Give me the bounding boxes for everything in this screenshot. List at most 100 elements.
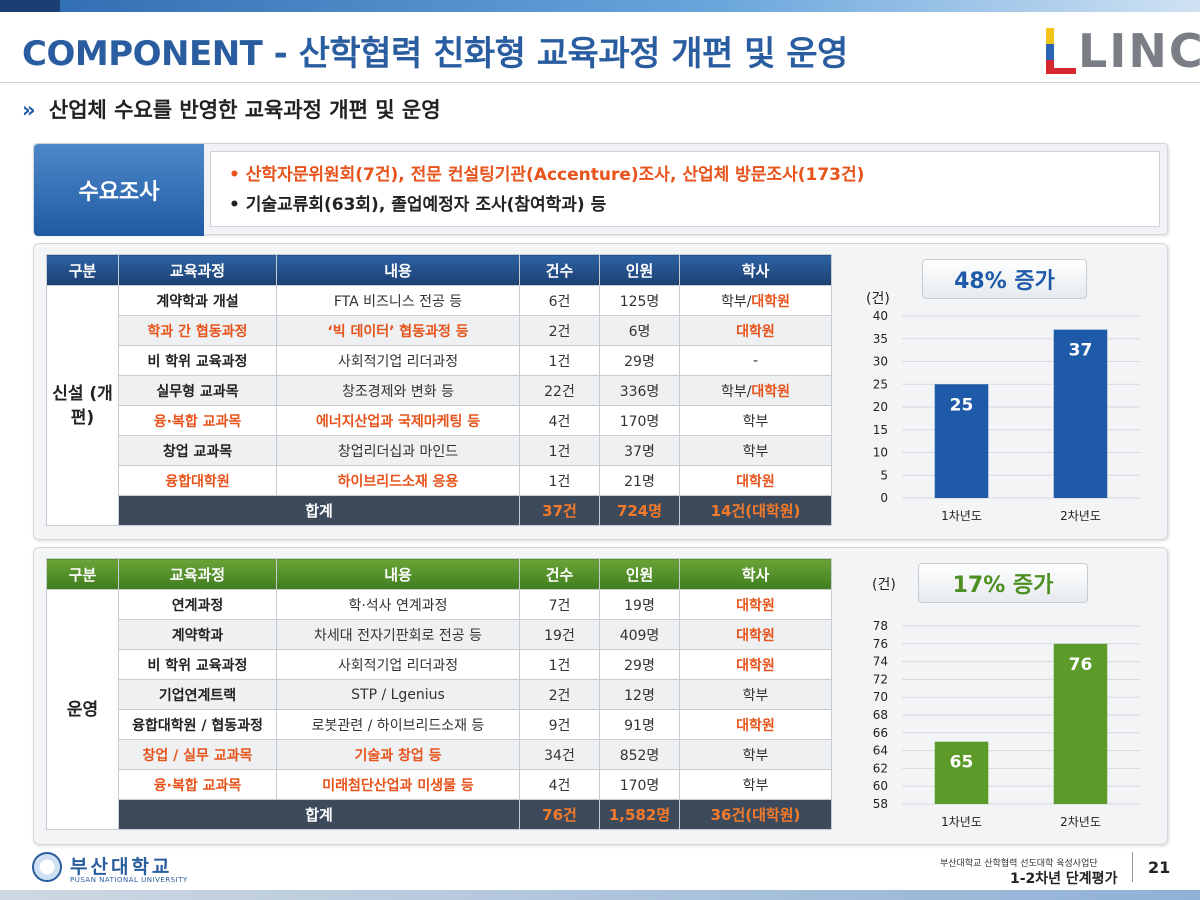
content-cell: 에너지산업과 국제마케팅 등 — [276, 405, 520, 436]
y-tick-label: 60 — [873, 779, 888, 793]
col-header: 내용 — [276, 254, 520, 286]
table-row: 융·복합 교과목 에너지산업과 국제마케팅 등 4건 170명 학부 — [47, 405, 832, 436]
university-name-en: PUSAN NATIONAL UNIVERSITY — [70, 876, 188, 884]
bar — [1053, 643, 1108, 804]
table-row: 비 학위 교육과정 사회적기업 리더과정 1건 29명 - — [47, 345, 832, 376]
course-cell: 실무형 교과목 — [118, 375, 277, 406]
content-cell: 창업리더십과 마인드 — [276, 435, 520, 466]
x-tick-label: 2차년도 — [1060, 509, 1101, 523]
col-header: 건수 — [519, 558, 600, 590]
y-tick-label: 58 — [873, 797, 888, 811]
category-cell: 운영 — [46, 589, 119, 830]
top-accent-bar — [0, 0, 60, 12]
people-cell: 336명 — [599, 375, 680, 406]
y-tick-label: 10 — [873, 446, 888, 460]
new-courses-table: 구분 교육과정 내용 건수 인원 학사 신설 (개편) 계약학과 개설 FTA 비즈… — [46, 254, 832, 526]
operated-courses-panel: 구분 교육과정 내용 건수 인원 학사 운영 연계과정 학·석사 연계과정 7건 19명… — [33, 547, 1168, 845]
course-cell: 창업 교과목 — [118, 435, 277, 466]
count-cell: 19건 — [519, 619, 600, 650]
linc-logo: LINC — [1040, 24, 1200, 78]
degree-undergrad: 학부 — [742, 413, 769, 430]
count-cell: 34건 — [519, 739, 600, 770]
degree-cell: - — [679, 345, 832, 376]
people-cell: 21명 — [599, 465, 680, 496]
count-cell: 4건 — [519, 769, 600, 800]
degree-undergrad: 학부 — [742, 747, 769, 764]
people-cell: 19명 — [599, 589, 680, 620]
table-row: 실무형 교과목 창조경제와 변화 등 22건 336명 학부/대학원 — [47, 375, 832, 406]
col-header: 교육과정 — [118, 558, 277, 590]
people-cell: 852명 — [599, 739, 680, 770]
count-cell: 1건 — [519, 649, 600, 680]
y-tick-label: 66 — [873, 726, 888, 740]
x-tick-label: 1차년도 — [941, 815, 982, 829]
degree-graduate: 대학원 — [736, 473, 775, 490]
subheading-text: 산업체 수요를 반영한 교육과정 개편 및 운영 — [48, 98, 441, 122]
increase-badge: 17% 증가 — [918, 563, 1088, 603]
people-cell: 409명 — [599, 619, 680, 650]
col-header: 구분 — [46, 254, 119, 286]
degree-separator: / — [746, 383, 752, 400]
count-cell: 7건 — [519, 589, 600, 620]
content-cell: 사회적기업 리더과정 — [276, 345, 520, 376]
logo-blue-bar — [1046, 44, 1054, 60]
col-header: 교육과정 — [118, 254, 277, 286]
table-row: 신설 (개편) 계약학과 개설 FTA 비즈니스 전공 등 6건 125명 학부/대학원 — [46, 285, 832, 526]
bar-chart-new: 0 5 10 15 20 25 30 35 40 25 1차년도 37 2차년도 — [873, 309, 1140, 523]
y-tick-label: 5 — [880, 468, 888, 482]
y-tick-label: 78 — [873, 619, 888, 633]
total-row: 합계 37건 724명 14건(대학원) — [47, 495, 832, 526]
degree-cell: 대학원 — [679, 619, 832, 650]
degree-graduate: 대학원 — [736, 627, 775, 644]
degree-graduate: 대학원 — [736, 597, 775, 614]
people-cell: 91명 — [599, 709, 680, 740]
people-cell: 29명 — [599, 345, 680, 376]
footer-org: 부산대학교 산학협력 선도대학 육성사업단 — [940, 859, 1098, 869]
people-cell: 6명 — [599, 315, 680, 346]
degree-undergrad: 학부 — [742, 777, 769, 794]
course-cell: 연계과정 — [118, 589, 277, 620]
bar — [934, 741, 989, 804]
table-row: 운영 연계과정 학·석사 연계과정 7건 19명 대학원 — [46, 589, 832, 830]
degree-cell: 대학원 — [679, 315, 832, 346]
y-tick-label: 74 — [873, 655, 888, 669]
col-header: 내용 — [276, 558, 520, 590]
content-cell: ‘빅 데이터’ 협동과정 등 — [276, 315, 520, 346]
degree-undergrad: 학부 — [742, 687, 769, 704]
content-cell: 미래첨단산업과 미생물 등 — [276, 769, 520, 800]
demand-survey-box: 수요조사 • 산학자문위원회(7건), 전문 컨설팅기관(Accenture)조… — [33, 143, 1168, 236]
degree-cell: 대학원 — [679, 589, 832, 620]
survey-content: • 산학자문위원회(7건), 전문 컨설팅기관(Accenture)조사, 산업… — [210, 151, 1160, 227]
table-row: 비 학위 교육과정 사회적기업 리더과정 1건 29명 대학원 — [47, 649, 832, 680]
footer-separator — [1132, 852, 1133, 882]
course-cell: 융·복합 교과목 — [118, 405, 277, 436]
content-cell: 로봇관련 / 하이브리드소재 등 — [276, 709, 520, 740]
course-cell: 비 학위 교육과정 — [118, 649, 277, 680]
col-header: 학사 — [679, 254, 832, 286]
degree-graduate: 대학원 — [736, 657, 775, 674]
col-header: 인원 — [599, 254, 680, 286]
course-cell: 창업 / 실무 교과목 — [118, 739, 277, 770]
total-count: 37건 — [519, 495, 600, 526]
university-name: 부산대학교 — [70, 856, 173, 878]
table-row: 융·복합 교과목 미래첨단산업과 미생물 등 4건 170명 학부 — [47, 769, 832, 800]
bar-value-label: 37 — [1069, 341, 1093, 361]
bar — [1053, 329, 1108, 498]
degree-graduate: 대학원 — [751, 293, 791, 310]
chart-unit-label: (건) — [866, 291, 890, 307]
university-seal-logo — [32, 852, 62, 882]
table-row: 창업 교과목 창업리더십과 마인드 1건 37명 학부 — [47, 435, 832, 466]
col-header: 구분 — [46, 558, 119, 590]
people-cell: 170명 — [599, 769, 680, 800]
degree-graduate: 대학원 — [751, 383, 791, 400]
degree-undergrad: - — [752, 352, 759, 369]
table-row: 융합대학원 / 협동과정 로봇관련 / 하이브리드소재 등 9건 91명 대학원 — [47, 709, 832, 740]
course-cell: 비 학위 교육과정 — [118, 345, 277, 376]
people-cell: 29명 — [599, 649, 680, 680]
increase-badge: 48% 증가 — [922, 259, 1087, 299]
y-tick-label: 64 — [873, 744, 888, 758]
count-cell: 9건 — [519, 709, 600, 740]
people-cell: 125명 — [599, 285, 680, 316]
y-tick-label: 15 — [873, 423, 888, 437]
y-tick-label: 72 — [873, 672, 888, 686]
